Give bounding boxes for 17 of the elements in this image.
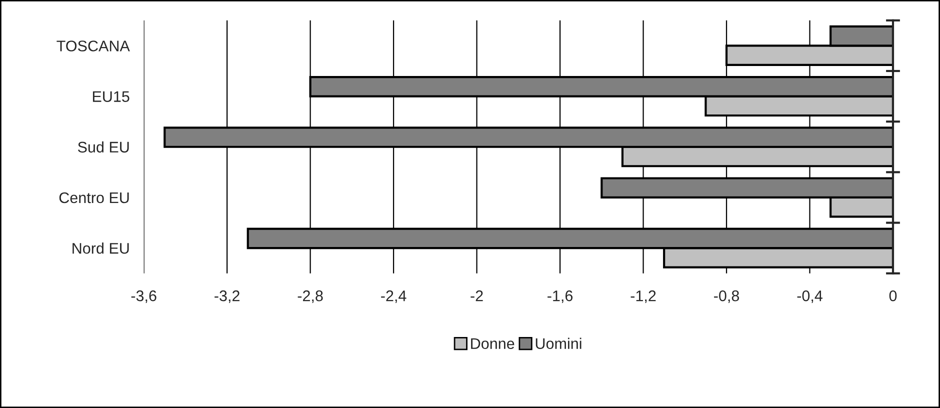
x-tick-label: -3,2	[214, 290, 240, 304]
y-tick-label: EU15	[92, 91, 130, 102]
legend-label: Uomini	[536, 338, 582, 350]
y-tick-label: Centro EU	[59, 192, 129, 204]
x-tick-label: -3,6	[131, 290, 156, 304]
y-tick-label: Sud EU	[78, 141, 129, 153]
legend-label: Donne	[471, 338, 514, 350]
x-tick-label: -2,4	[381, 290, 406, 304]
x-tick-label: -0,8	[714, 290, 740, 304]
x-tick-label: -2,8	[298, 290, 323, 304]
y-tick-label: TOSCANA	[56, 40, 130, 52]
x-tick-label: -0,4	[797, 290, 822, 304]
y-tick-label: Nord EU	[72, 242, 129, 254]
x-tick-label: -1,6	[548, 290, 573, 304]
x-tick-label: -1,2	[630, 290, 656, 304]
x-tick-label: -2	[470, 290, 483, 302]
x-tick-label: 0	[889, 290, 897, 302]
